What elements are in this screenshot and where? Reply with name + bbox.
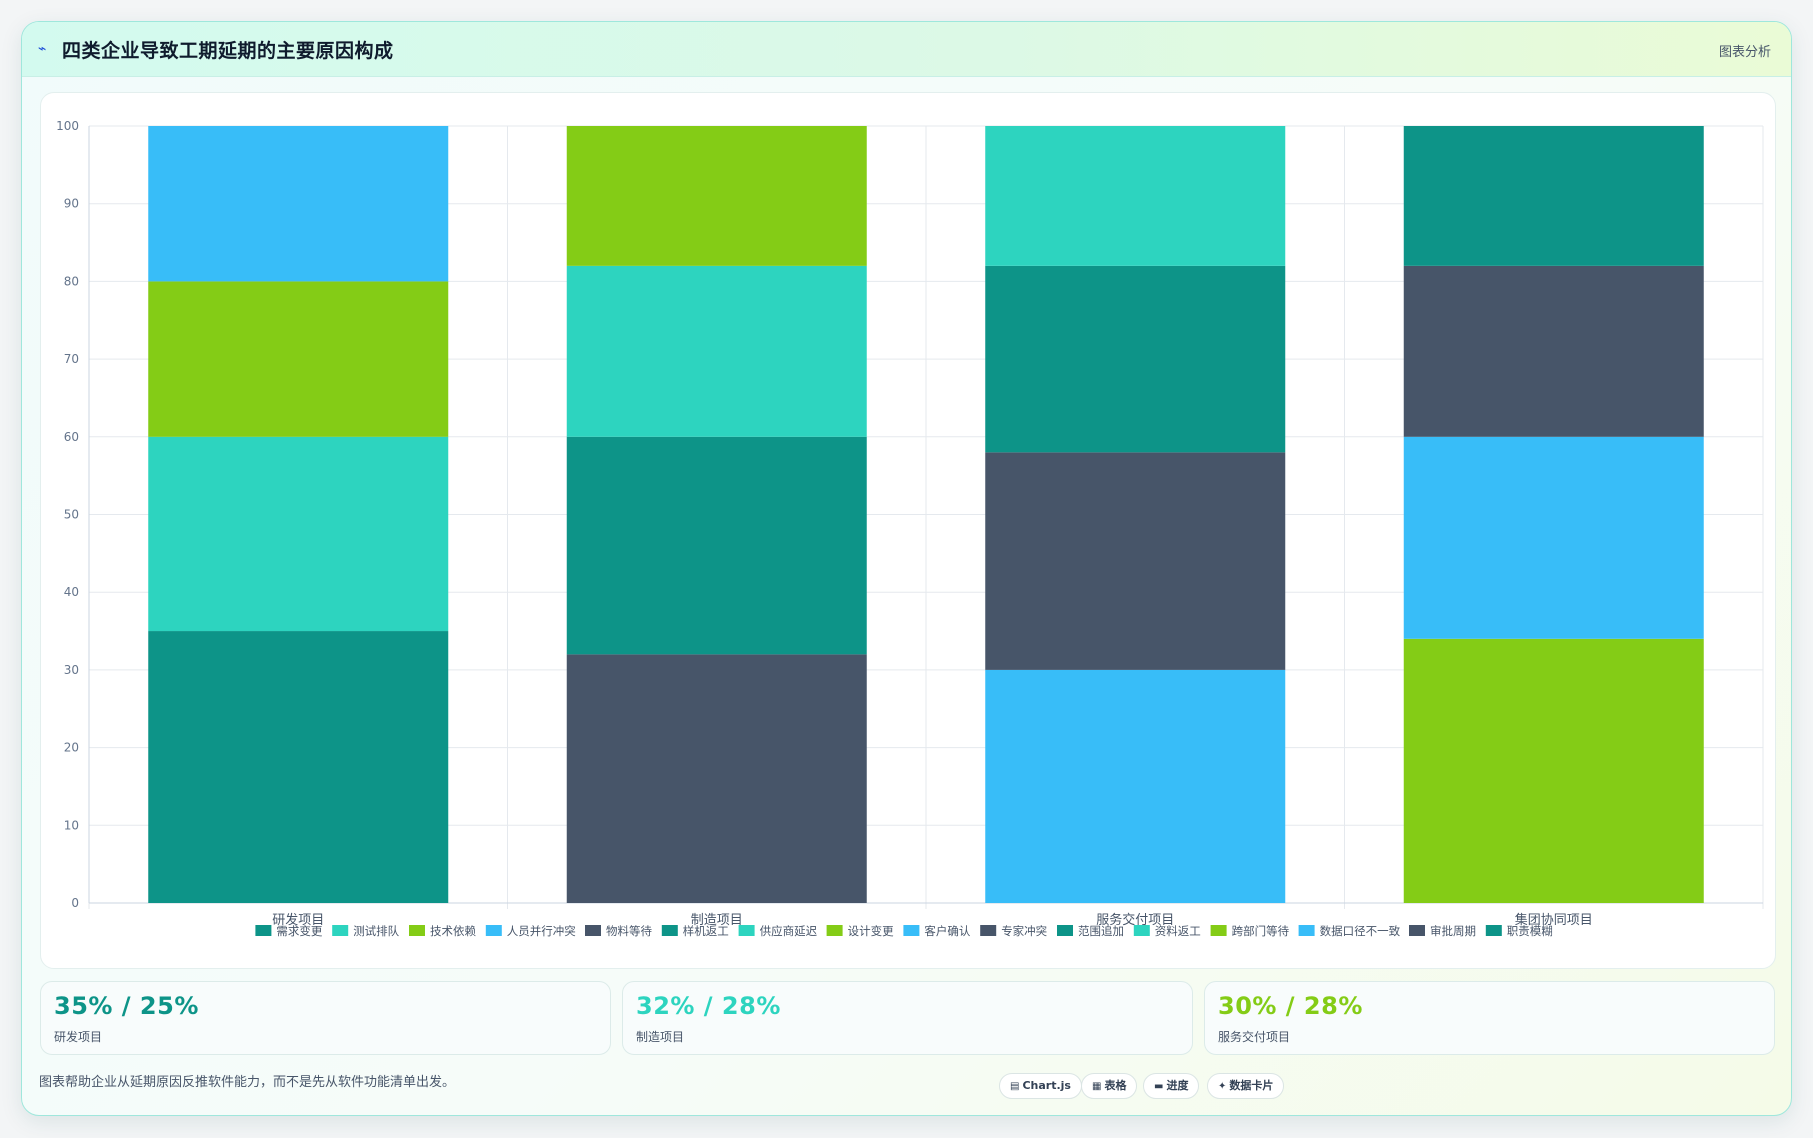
x-tick-label: 研发项目 [272,912,324,928]
y-tick-label: 0 [71,896,79,910]
legend-swatch [332,925,349,936]
chip-label: Chart.js [1022,1079,1071,1092]
y-tick-label: 10 [64,818,79,832]
legend-label: 设计变更 [848,924,894,938]
y-tick-label: 20 [64,741,79,755]
y-tick-label: 40 [64,585,79,599]
bar-segment [148,281,449,437]
legend-label: 审批周期 [1430,924,1476,938]
chip-chartjs[interactable]: ▤ Chart.js [999,1073,1082,1099]
y-tick-label: 80 [64,274,79,288]
legend-swatch [1057,925,1073,936]
chip-data-card[interactable]: ✦ 数据卡片 [1207,1073,1285,1099]
legend-label: 物料等待 [606,924,652,938]
chart-icon: ▤ [1010,1081,1020,1092]
bar-segment [566,265,867,437]
chart-analysis-link[interactable]: 图表分析 [1718,45,1771,60]
bar-segment [566,654,867,903]
card-icon: ✦ [1218,1081,1227,1092]
legend-swatch [255,925,272,936]
table-icon: ▦ [1092,1081,1102,1092]
bar-segment [148,436,449,632]
legend-swatch [1210,925,1227,936]
legend-swatch [903,925,920,936]
chart-title: 四类企业导致工期延期的主要原因构成 [62,40,394,62]
legend-label: 需求变更 [276,924,322,938]
legend-label: 供应商延迟 [760,924,818,938]
bar-segment [985,126,1286,266]
legend-label: 资料返工 [1155,924,1201,938]
y-tick-label: 70 [64,352,79,366]
kpi-card-rd: 35% / 25% 研发项目 [40,981,611,1055]
kpi-label: 制造项目 [636,1030,685,1044]
legend-swatch [1485,925,1502,936]
kpi-label: 服务交付项目 [1218,1030,1291,1044]
legend-swatch [826,925,843,936]
stacked-bar-chart: 0 10 20 30 40 50 60 70 80 90 100 研发项目 制造项目 服务交付项目 集团协同… [56,119,1764,938]
kpi-value: 30% / 28% [1218,992,1363,1020]
y-tick-label: 30 [64,663,79,677]
chip-table[interactable]: ▦ 表格 [1081,1073,1138,1099]
legend-label: 数据口径不一致 [1320,924,1401,938]
legend-swatch [409,925,425,936]
card-header: ⌁ 四类企业导致工期延期的主要原因构成 图表分析 [22,22,1791,77]
legend-label: 专家冲突 [1001,924,1047,938]
bar-segment [148,631,449,903]
kpi-value: 32% / 28% [636,992,781,1020]
legend-swatch [1409,925,1425,936]
legend-label: 人员并行冲突 [507,924,576,938]
legend-swatch [485,925,502,936]
x-tick-label: 服务交付项目 [1096,912,1174,928]
x-tick-label: 集团协同项目 [1515,912,1593,928]
kpi-card-service: 30% / 28% 服务交付项目 [1204,981,1775,1055]
legend-label: 范围追加 [1078,924,1124,938]
y-tick-label: 50 [64,508,79,522]
legend-swatch [980,925,997,936]
bar-segment [985,452,1286,670]
bar-segment [1403,126,1704,266]
chart-card: ⌁ 四类企业导致工期延期的主要原因构成 图表分析 0 10 20 30 40 50 60 70… [21,21,1792,1116]
y-tick-label: 60 [64,430,79,444]
legend-swatch [661,925,678,936]
chip-label: 进度 [1166,1079,1189,1092]
y-tick-label: 90 [64,197,79,211]
kpi-value: 35% / 25% [54,992,199,1020]
bar-segment [985,265,1286,453]
kpi-label: 研发项目 [54,1030,103,1044]
trend-icon: ⌁ [38,41,47,57]
bar-segment [1403,638,1704,903]
bar-segment [566,436,867,655]
legend-swatch [1133,925,1150,936]
chip-label: 数据卡片 [1229,1079,1274,1092]
footer-note: 图表帮助企业从延期原因反推软件能力，而不是先从软件功能清单出发。 [39,1075,456,1090]
chip-progress[interactable]: ▬ 进度 [1143,1073,1200,1099]
bar-segment [566,126,867,266]
kpi-card-manufacturing: 32% / 28% 制造项目 [622,981,1193,1055]
bar-segment [1403,436,1704,639]
legend-swatch [1298,925,1315,936]
legend-swatch [738,925,755,936]
legend-label: 技术依赖 [430,924,476,938]
y-tick-label: 100 [56,119,79,133]
bar-segment [985,669,1286,903]
legend-swatch [585,925,601,936]
chart-panel: 0 10 20 30 40 50 60 70 80 90 100 研发项目 制造项目 服务交付项目 集团协同… [40,92,1776,969]
legend-label: 样机返工 [683,924,729,938]
legend-label: 跨部门等待 [1232,924,1290,938]
legend-label: 测试排队 [353,924,399,938]
legend-label: 客户确认 [924,924,970,938]
bar-segment [1403,265,1704,437]
progress-icon: ▬ [1154,1081,1164,1092]
legend-label: 职责模糊 [1507,924,1553,938]
x-tick-label: 制造项目 [691,913,743,928]
chip-label: 表格 [1104,1079,1127,1092]
bar-segment [148,126,449,282]
